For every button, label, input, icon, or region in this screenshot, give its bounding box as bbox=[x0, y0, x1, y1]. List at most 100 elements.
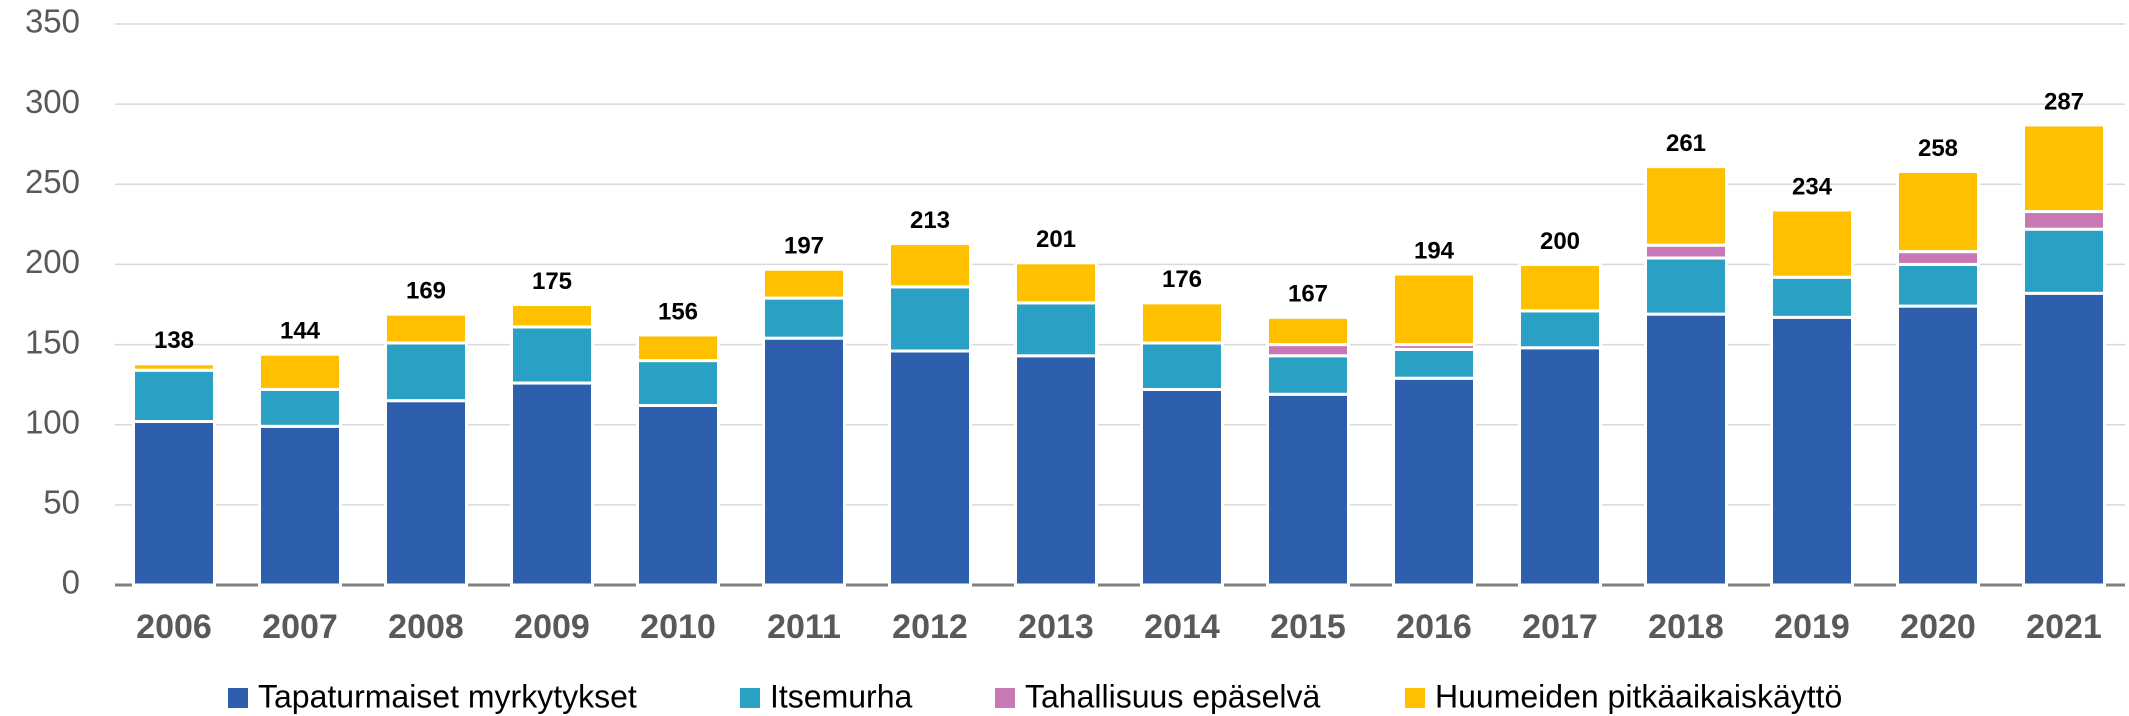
bar-segment bbox=[636, 333, 720, 363]
bar-segment bbox=[384, 399, 468, 587]
bar-segment bbox=[1770, 208, 1854, 279]
x-tick-label: 2013 bbox=[1018, 608, 1094, 646]
bar-segment bbox=[1644, 165, 1728, 247]
bar-segment bbox=[384, 341, 468, 403]
y-tick-label: 200 bbox=[25, 243, 80, 280]
bar-segment bbox=[762, 336, 846, 587]
bar-segment bbox=[1266, 354, 1350, 396]
x-tick-label: 2016 bbox=[1396, 608, 1472, 646]
bar-segment bbox=[1140, 341, 1224, 391]
total-label: 213 bbox=[910, 207, 950, 234]
legend-swatch bbox=[995, 688, 1015, 708]
x-tick-label: 2009 bbox=[514, 608, 590, 646]
bar-segment bbox=[132, 420, 216, 587]
bar-segment bbox=[2022, 210, 2106, 231]
bar-segment bbox=[1392, 376, 1476, 587]
bar-segment bbox=[636, 359, 720, 407]
y-tick-label: 150 bbox=[25, 323, 80, 360]
bar-segment bbox=[1266, 392, 1350, 587]
bar-segment bbox=[1896, 262, 1980, 308]
x-tick-label: 2015 bbox=[1270, 608, 1346, 646]
x-tick-label: 2021 bbox=[2026, 608, 2102, 646]
bar-segment bbox=[888, 349, 972, 587]
total-label: 200 bbox=[1540, 228, 1580, 255]
total-label: 194 bbox=[1414, 237, 1455, 264]
x-tick-label: 2010 bbox=[640, 608, 716, 646]
bar-segment bbox=[1014, 354, 1098, 587]
bar-segment bbox=[888, 242, 972, 289]
bar-segment bbox=[2022, 123, 2106, 214]
x-tick-label: 2008 bbox=[388, 608, 464, 646]
total-label: 144 bbox=[280, 318, 321, 345]
total-label: 175 bbox=[532, 268, 572, 295]
x-tick-label: 2012 bbox=[892, 608, 968, 646]
bar-segment bbox=[1140, 301, 1224, 345]
y-tick-label: 0 bbox=[62, 564, 80, 601]
bar-segment bbox=[1644, 243, 1728, 260]
legend-label: Tahallisuus epäselvä bbox=[1025, 678, 1321, 714]
x-tick-label: 2007 bbox=[262, 608, 338, 646]
y-tick-label: 100 bbox=[25, 403, 80, 440]
bar-segment bbox=[510, 325, 594, 385]
bar-segment bbox=[258, 424, 342, 587]
bar-segment bbox=[1014, 301, 1098, 358]
bar-segment bbox=[762, 296, 846, 340]
legend-swatch bbox=[1405, 688, 1425, 708]
bar-segment bbox=[2022, 227, 2106, 295]
bar-segment bbox=[888, 285, 972, 353]
bar-segment bbox=[1392, 272, 1476, 347]
y-tick-label: 50 bbox=[43, 484, 80, 521]
x-tick-label: 2011 bbox=[767, 608, 841, 646]
bar-segment bbox=[1896, 250, 1980, 266]
bar-segment bbox=[1896, 169, 1980, 254]
bar-segment bbox=[636, 403, 720, 587]
x-tick-label: 2017 bbox=[1522, 608, 1598, 646]
bar-segment bbox=[1770, 315, 1854, 587]
total-label: 176 bbox=[1162, 266, 1202, 293]
total-label: 167 bbox=[1288, 281, 1328, 308]
y-tick-label: 250 bbox=[25, 163, 80, 200]
bar-segment bbox=[1014, 261, 1098, 305]
legend-swatch bbox=[228, 688, 248, 708]
bar-segment bbox=[2022, 291, 2106, 587]
bar-segment bbox=[1140, 387, 1224, 587]
bar-segment bbox=[1518, 262, 1602, 313]
bar-segment bbox=[1896, 304, 1980, 587]
total-label: 138 bbox=[154, 327, 194, 354]
bar-segment bbox=[1518, 309, 1602, 350]
bar-segment bbox=[1266, 315, 1350, 347]
x-tick-label: 2014 bbox=[1144, 608, 1220, 646]
legend-swatch bbox=[740, 688, 760, 708]
bar-segment bbox=[510, 303, 594, 329]
total-label: 258 bbox=[1918, 135, 1958, 162]
total-label: 197 bbox=[784, 233, 824, 260]
bar-segment bbox=[132, 368, 216, 424]
total-label: 201 bbox=[1036, 226, 1076, 253]
bar-segment bbox=[1392, 347, 1476, 380]
legend-label: Huumeiden pitkäaikaiskäyttö bbox=[1435, 678, 1842, 714]
y-tick-label: 300 bbox=[25, 83, 80, 120]
total-label: 261 bbox=[1666, 130, 1706, 157]
x-tick-label: 2018 bbox=[1648, 608, 1724, 646]
bar-segment bbox=[762, 267, 846, 300]
bar-segment bbox=[384, 312, 468, 345]
bar-segment bbox=[1770, 275, 1854, 319]
bar-segment bbox=[1518, 346, 1602, 587]
bar-segment bbox=[1644, 256, 1728, 316]
x-tick-label: 2006 bbox=[136, 608, 212, 646]
total-label: 287 bbox=[2044, 88, 2084, 115]
x-tick-label: 2020 bbox=[1900, 608, 1976, 646]
bar-segment bbox=[258, 352, 342, 391]
total-label: 169 bbox=[406, 277, 446, 304]
total-label: 156 bbox=[658, 298, 698, 325]
total-label: 234 bbox=[1792, 173, 1833, 200]
legend-label: Itsemurha bbox=[770, 678, 912, 714]
legend-label: Tapaturmaiset myrkytykset bbox=[258, 678, 637, 714]
y-tick-label: 350 bbox=[25, 3, 80, 40]
bar-segment bbox=[1644, 312, 1728, 587]
bar-segment bbox=[1266, 343, 1350, 358]
x-tick-label: 2019 bbox=[1774, 608, 1850, 646]
bar-segment bbox=[258, 387, 342, 428]
bar-segment bbox=[510, 381, 594, 587]
